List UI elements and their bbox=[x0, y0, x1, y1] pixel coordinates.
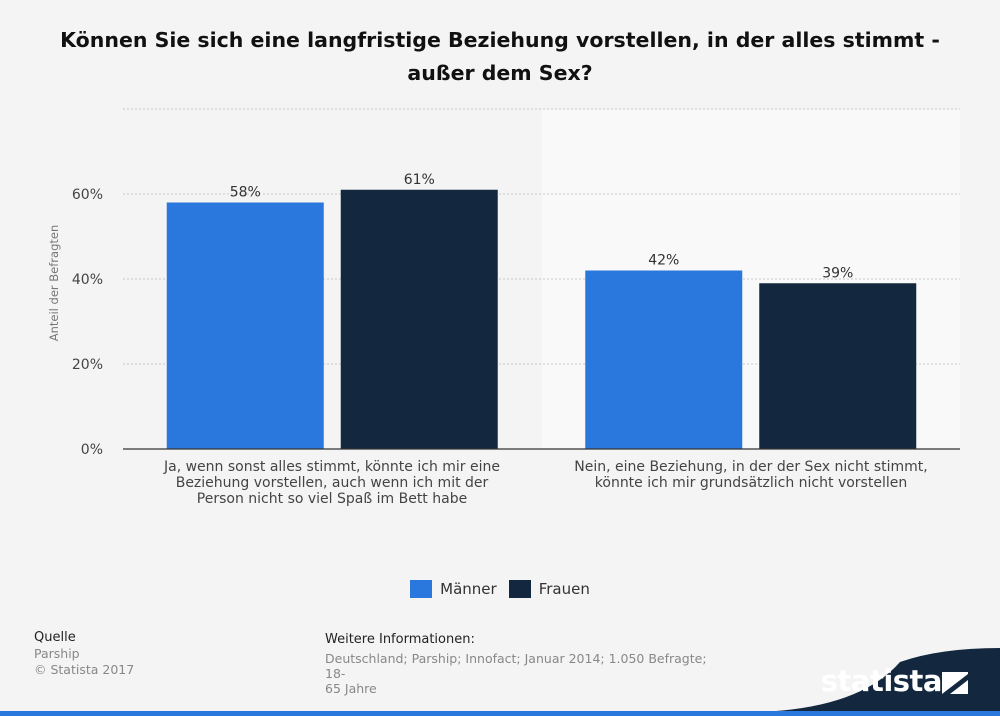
y-axis-label: Anteil der Befragten bbox=[47, 225, 61, 342]
chart-title: Können Sie sich eine langfristige Bezieh… bbox=[60, 28, 940, 85]
bar-frauen-cat2[interactable] bbox=[759, 283, 917, 449]
source-block: Quelle Parship © Statista 2017 bbox=[34, 630, 134, 678]
statista-logo-icon bbox=[942, 672, 968, 694]
y-tick-label: 60% bbox=[72, 187, 103, 203]
statista-logo-text[interactable]: statista bbox=[820, 664, 943, 698]
value-label-maenner-cat2: 42% bbox=[648, 253, 679, 269]
source-name: Parship bbox=[34, 646, 80, 661]
value-labels: 58% 61% 42% 39% bbox=[230, 172, 854, 282]
legend-item-maenner[interactable]: Männer bbox=[410, 580, 497, 598]
category-label-1-line: Ja, wenn sonst alles stimmt, könnte ich … bbox=[164, 459, 500, 475]
category-label-1: Ja, wenn sonst alles stimmt, könnte ich … bbox=[122, 459, 542, 507]
brand-bottom-stripe bbox=[0, 711, 1000, 716]
bar-maenner-cat2[interactable] bbox=[585, 270, 743, 450]
legend: Männer Frauen bbox=[0, 580, 1000, 598]
bars bbox=[166, 189, 917, 450]
category-label-2-line: Nein, eine Beziehung, in der der Sex nic… bbox=[574, 459, 928, 475]
y-tick-label: 0% bbox=[81, 442, 103, 458]
value-label-frauen-cat1: 61% bbox=[404, 172, 435, 188]
legend-label-frauen: Frauen bbox=[538, 580, 590, 598]
info-line: Deutschland; Parship; Innofact; Januar 2… bbox=[325, 651, 707, 681]
bar-maenner-cat1[interactable] bbox=[166, 202, 324, 450]
legend-swatch-maenner bbox=[410, 580, 433, 598]
category-label-2-line: könnte ich mir grundsätzlich nicht vorst… bbox=[594, 475, 908, 491]
info-line: 65 Jahre bbox=[325, 681, 377, 696]
y-axis-ticks: 0% 20% 40% 60% bbox=[72, 187, 103, 458]
category-label-2: Nein, eine Beziehung, in der der Sex nic… bbox=[541, 459, 961, 491]
category-label-1-line: Beziehung vorstellen, auch wenn ich mit … bbox=[175, 475, 489, 491]
category-label-1-line: Person nicht so viel Spaß im Bett habe bbox=[196, 491, 468, 507]
y-tick-label: 40% bbox=[72, 272, 103, 288]
legend-label-maenner: Männer bbox=[440, 580, 497, 598]
legend-item-frauen[interactable]: Frauen bbox=[508, 580, 590, 598]
source-heading[interactable]: Quelle bbox=[34, 630, 76, 645]
value-label-maenner-cat1: 58% bbox=[230, 185, 261, 201]
bar-frauen-cat1[interactable] bbox=[340, 189, 498, 449]
info-block: Weitere Informationen: Deutschland; Pars… bbox=[325, 632, 725, 696]
info-heading[interactable]: Weitere Informationen: bbox=[325, 632, 475, 647]
value-label-frauen-cat2: 39% bbox=[822, 265, 853, 281]
legend-swatch-frauen bbox=[508, 580, 531, 598]
copyright: © Statista 2017 bbox=[34, 662, 135, 677]
brand-wave bbox=[0, 648, 1000, 716]
y-tick-label: 20% bbox=[72, 357, 103, 373]
